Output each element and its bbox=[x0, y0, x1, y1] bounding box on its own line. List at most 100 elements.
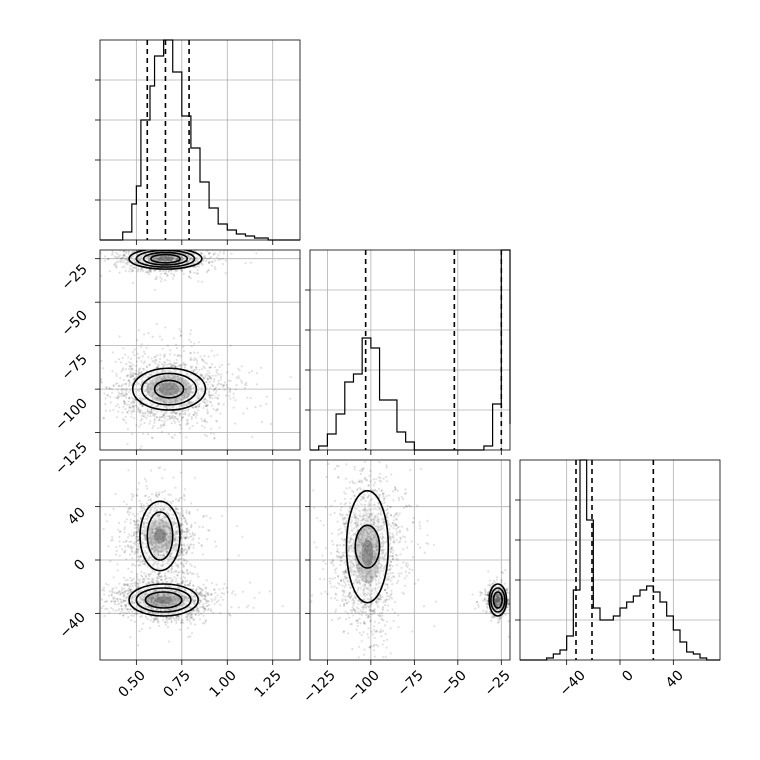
scatter-point bbox=[160, 382, 163, 385]
scatter-point bbox=[147, 273, 151, 276]
scatter-point bbox=[152, 534, 156, 538]
scatter-point bbox=[202, 376, 205, 379]
scatter-point bbox=[162, 376, 165, 379]
scatter-point bbox=[149, 509, 152, 512]
scatter-point bbox=[188, 258, 191, 262]
scatter-point bbox=[208, 261, 211, 264]
scatter-point bbox=[127, 611, 130, 614]
scatter-point bbox=[140, 343, 143, 346]
scatter-point bbox=[122, 540, 125, 544]
scatter-point bbox=[141, 398, 145, 401]
scatter-point bbox=[179, 364, 182, 367]
scatter-point bbox=[175, 257, 178, 260]
scatter-point bbox=[143, 578, 146, 581]
scatter-point bbox=[133, 401, 136, 404]
scatter-point bbox=[157, 517, 160, 520]
scatter-point bbox=[158, 387, 161, 390]
scatter-point bbox=[148, 528, 152, 531]
scatter-point bbox=[107, 545, 110, 548]
scatter-point bbox=[135, 390, 138, 394]
scatter-point bbox=[174, 544, 177, 547]
scatter-point bbox=[193, 375, 196, 378]
scatter-point bbox=[151, 531, 154, 534]
scatter-point bbox=[158, 516, 161, 519]
scatter-point bbox=[142, 537, 145, 540]
scatter-point bbox=[164, 593, 167, 597]
scatter-point bbox=[179, 554, 182, 557]
scatter-point bbox=[169, 552, 172, 555]
scatter-point bbox=[188, 258, 191, 261]
scatter-point bbox=[158, 527, 161, 530]
scatter-point bbox=[220, 383, 223, 386]
scatter-point bbox=[158, 572, 162, 575]
scatter-point bbox=[199, 393, 202, 396]
scatter-point bbox=[122, 400, 126, 403]
scatter-point bbox=[161, 532, 164, 536]
scatter-point bbox=[142, 350, 145, 353]
scatter-point bbox=[175, 617, 178, 620]
scatter-point bbox=[143, 532, 146, 535]
scatter-point bbox=[142, 367, 145, 370]
scatter-point bbox=[153, 552, 156, 555]
scatter-point bbox=[126, 578, 129, 582]
scatter-point bbox=[164, 602, 167, 606]
scatter-point bbox=[144, 536, 147, 539]
scatter-point bbox=[138, 259, 141, 262]
scatter-point bbox=[171, 436, 174, 439]
scatter-point bbox=[188, 255, 191, 258]
scatter-point bbox=[229, 387, 232, 390]
scatter-point bbox=[128, 540, 131, 543]
scatter-point bbox=[171, 410, 174, 413]
density-core bbox=[146, 519, 174, 553]
scatter-point bbox=[179, 412, 182, 415]
scatter-point bbox=[164, 270, 168, 273]
scatter-point bbox=[201, 358, 204, 362]
scatter-point bbox=[156, 563, 159, 566]
scatter-point bbox=[141, 355, 144, 358]
scatter-point bbox=[161, 257, 164, 260]
scatter-point bbox=[161, 387, 164, 390]
scatter-point bbox=[203, 254, 206, 257]
scatter-point bbox=[167, 376, 170, 379]
scatter-point bbox=[157, 528, 160, 531]
scatter-point bbox=[155, 598, 158, 601]
scatter-point bbox=[148, 363, 151, 366]
scatter-point bbox=[204, 376, 207, 379]
scatter-point bbox=[174, 591, 178, 594]
scatter-point bbox=[120, 385, 123, 388]
scatter-point bbox=[139, 367, 142, 370]
scatter-point bbox=[176, 574, 179, 577]
scatter-point bbox=[158, 522, 161, 526]
scatter-point bbox=[160, 393, 163, 396]
scatter-point bbox=[103, 600, 106, 603]
scatter-point bbox=[158, 387, 161, 390]
scatter-point bbox=[196, 383, 199, 386]
scatter-point bbox=[175, 383, 179, 386]
scatter-point bbox=[154, 532, 157, 535]
scatter-point bbox=[159, 387, 162, 390]
scatter-point bbox=[150, 599, 153, 602]
scatter-point bbox=[126, 411, 129, 414]
scatter-point bbox=[198, 387, 201, 390]
scatter-point bbox=[148, 515, 151, 518]
scatter-point bbox=[182, 564, 185, 567]
scatter-point bbox=[158, 376, 161, 379]
scatter-point bbox=[188, 545, 191, 548]
scatter-point bbox=[138, 371, 141, 374]
scatter-point bbox=[169, 556, 172, 559]
scatter-point bbox=[162, 521, 165, 524]
scatter-point bbox=[160, 599, 163, 602]
scatter-point bbox=[150, 538, 153, 541]
scatter-point bbox=[174, 522, 177, 525]
scatter-point bbox=[202, 406, 205, 410]
scatter-point bbox=[152, 414, 155, 417]
scatter-point bbox=[190, 345, 193, 348]
scatter-point bbox=[181, 258, 184, 261]
scatter-point bbox=[210, 383, 214, 386]
scatter-point bbox=[170, 422, 173, 425]
scatter-point bbox=[172, 546, 175, 549]
scatter-point bbox=[163, 529, 166, 532]
scatter-point bbox=[131, 375, 134, 378]
scatter-point bbox=[185, 396, 188, 399]
scatter-point bbox=[210, 366, 213, 369]
